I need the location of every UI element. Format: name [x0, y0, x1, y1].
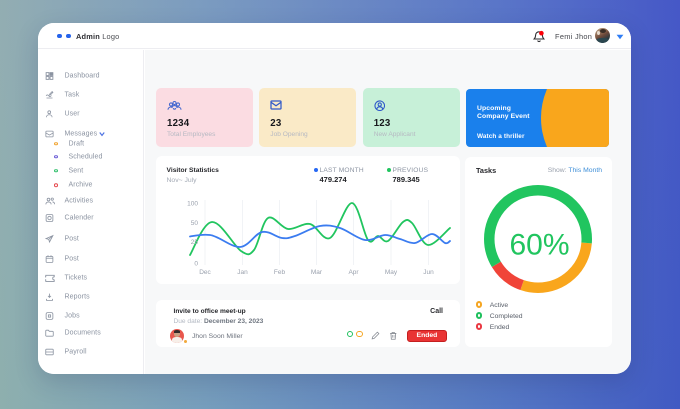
- svg-text:100: 100: [187, 201, 198, 208]
- svg-text:Apr: Apr: [348, 269, 359, 276]
- svg-text:0: 0: [194, 261, 198, 268]
- svg-text:60%: 60%: [509, 228, 569, 261]
- svg-text:Mar: Mar: [311, 269, 323, 276]
- svg-text:May: May: [385, 269, 398, 276]
- svg-text:Dec: Dec: [199, 269, 211, 276]
- svg-text:Feb: Feb: [274, 269, 286, 276]
- svg-text:Jan: Jan: [237, 269, 248, 276]
- svg-text:25: 25: [191, 239, 199, 246]
- svg-text:Jun: Jun: [423, 269, 434, 276]
- svg-text:50: 50: [191, 220, 199, 227]
